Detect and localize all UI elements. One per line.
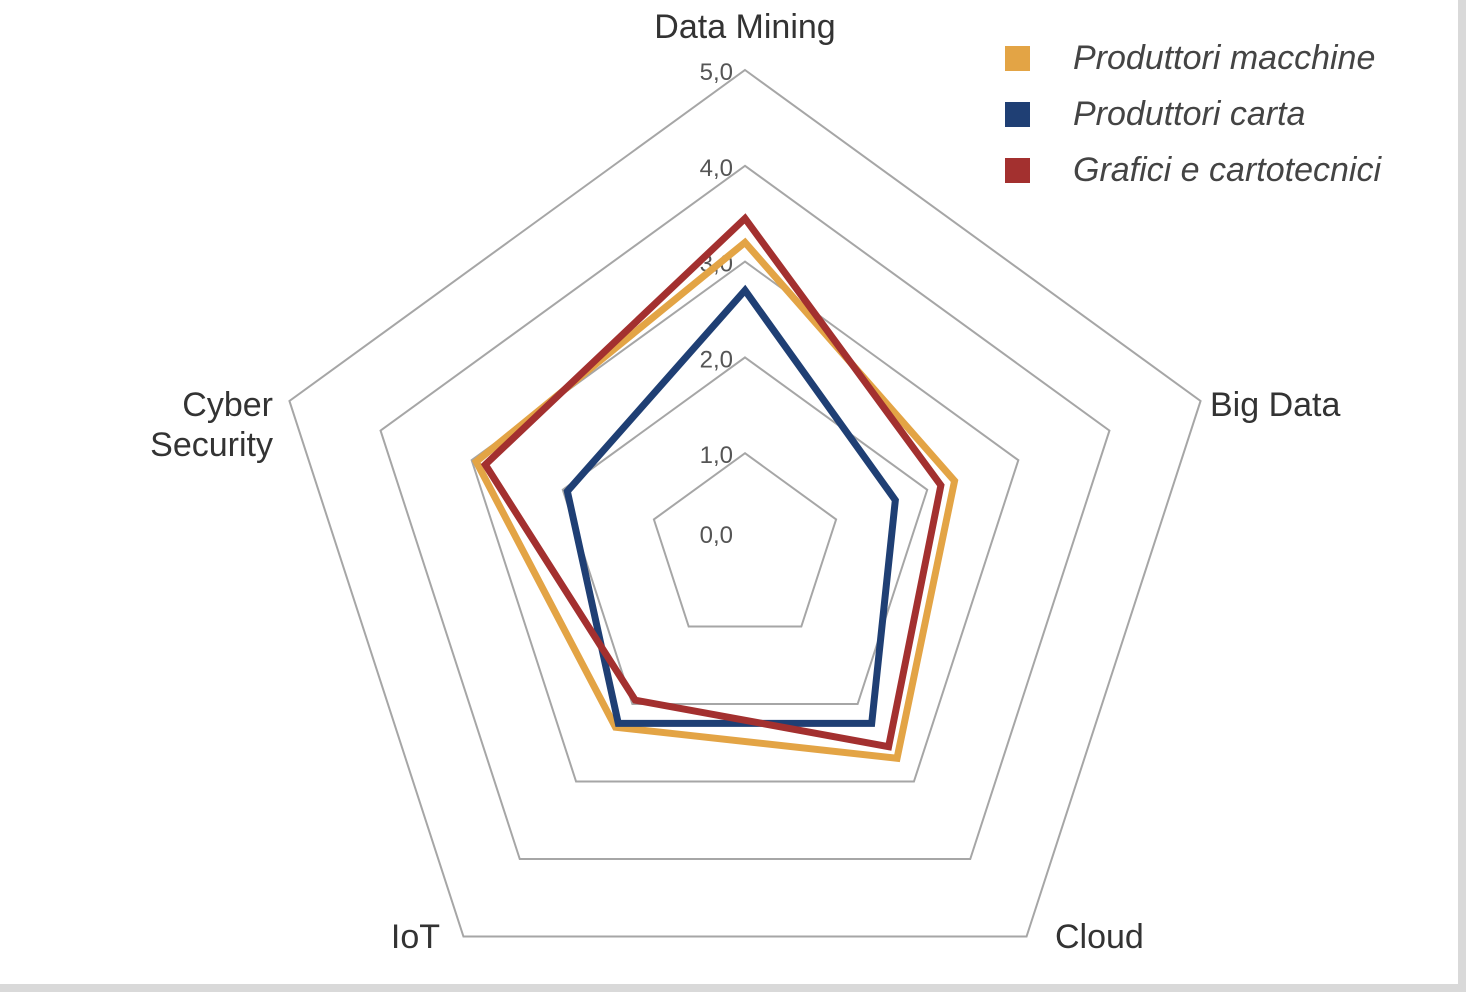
axis-label: Cloud: [1055, 918, 1144, 956]
tick-label: 1,0: [700, 442, 733, 469]
legend-label: Grafici e cartotecnici: [1073, 150, 1381, 189]
legend-item: Produttori macchine: [1005, 30, 1381, 86]
grid-ring: [379, 164, 1111, 861]
axis-label: Cyber: [182, 386, 273, 424]
legend-swatch: [1005, 101, 1030, 127]
legend-label: Produttori macchine: [1073, 38, 1376, 77]
legend-label: Produttori carta: [1073, 94, 1306, 133]
legend-swatch: [1005, 45, 1030, 71]
axis-label: Big Data: [1210, 386, 1340, 424]
grid-ring: [652, 451, 838, 628]
legend-item: Produttori carta: [1005, 86, 1381, 142]
legend-swatch: [1005, 157, 1030, 183]
axis-label: Data Mining: [654, 8, 835, 46]
grid-ring: [288, 68, 1202, 938]
legend-item: Grafici e cartotecnici: [1005, 142, 1381, 198]
tick-label: 5,0: [700, 59, 733, 86]
series-line-0: [471, 237, 959, 763]
tick-label: 0,0: [700, 522, 733, 549]
grid-ring: [561, 356, 929, 706]
tick-label: 2,0: [700, 346, 733, 373]
axis-label: Security: [150, 426, 273, 464]
series-line-2: [480, 213, 945, 751]
legend: Produttori macchine Produttori carta Gra…: [1005, 30, 1381, 198]
tick-label: 4,0: [700, 155, 733, 182]
axis-label: IoT: [391, 918, 440, 956]
